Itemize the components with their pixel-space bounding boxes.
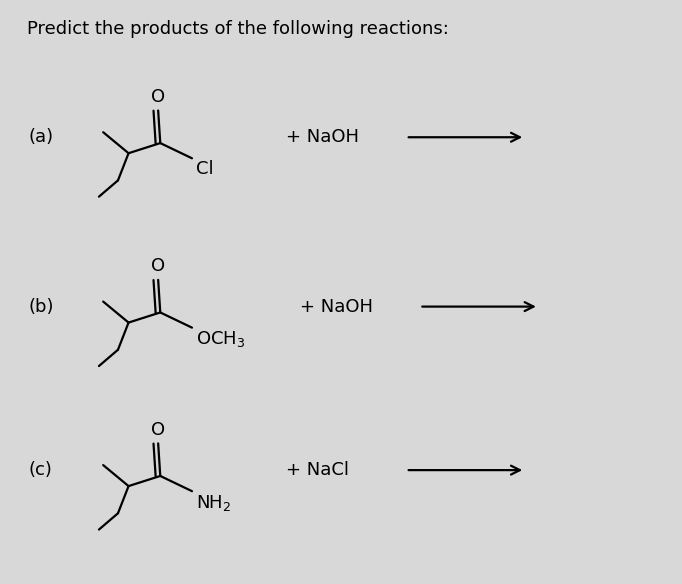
Text: + NaOH: + NaOH bbox=[300, 298, 373, 315]
Text: + NaCl: + NaCl bbox=[286, 461, 349, 479]
Text: (c): (c) bbox=[29, 461, 53, 479]
Text: (b): (b) bbox=[29, 298, 54, 315]
Text: (a): (a) bbox=[29, 128, 54, 146]
Text: Cl: Cl bbox=[196, 160, 213, 178]
Text: O: O bbox=[151, 257, 165, 275]
Text: NH$_2$: NH$_2$ bbox=[196, 493, 231, 513]
Text: OCH$_3$: OCH$_3$ bbox=[196, 329, 246, 349]
Text: + NaOH: + NaOH bbox=[286, 128, 359, 146]
Text: Predict the products of the following reactions:: Predict the products of the following re… bbox=[27, 20, 449, 39]
Text: O: O bbox=[151, 88, 165, 106]
Text: O: O bbox=[151, 420, 165, 439]
